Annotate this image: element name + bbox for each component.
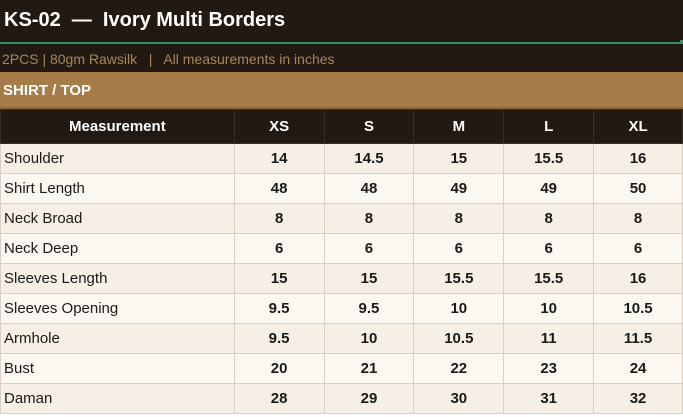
measurement-label: Shirt Length xyxy=(0,173,235,204)
measurement-value: 48 xyxy=(323,173,415,204)
column-header-l: L xyxy=(503,109,595,144)
measurement-value: 21 xyxy=(323,353,415,384)
measurement-value: 11.5 xyxy=(593,323,683,354)
measurement-value: 15 xyxy=(233,263,325,294)
section-header: SHIRT / TOP xyxy=(0,72,683,109)
measurement-value: 15.5 xyxy=(413,263,505,294)
table-header-row: Measurement XS S M L XL xyxy=(0,109,683,144)
measurement-value: 48 xyxy=(233,173,325,204)
table-body: Shoulder 14 14.5 15 15.5 16 Shirt Length 48 48 49… xyxy=(0,143,683,414)
column-header-s: S xyxy=(323,109,415,144)
measurement-value: 6 xyxy=(593,233,683,264)
measurement-value: 14.5 xyxy=(323,143,415,174)
table-row: Shirt Length 48 48 49 49 50 xyxy=(0,173,683,204)
measurement-value: 8 xyxy=(413,203,505,234)
table-row: Neck Deep 6 6 6 6 6 xyxy=(0,233,683,264)
measurement-label: Neck Broad xyxy=(0,203,235,234)
table-row: Sleeves Length 15 15 15.5 15.5 16 xyxy=(0,263,683,294)
measurement-value: 15 xyxy=(323,263,415,294)
measurement-value: 16 xyxy=(593,263,683,294)
table-row: Daman 28 29 30 31 32 xyxy=(0,383,683,414)
measurement-value: 10 xyxy=(413,293,505,324)
measurement-value: 50 xyxy=(593,173,683,204)
subtitle-bar: 2PCS | 80gm Rawsilk | All measurements i… xyxy=(0,44,683,72)
measurement-value: 16 xyxy=(593,143,683,174)
page-subtitle: 2PCS | 80gm Rawsilk | All measurements i… xyxy=(2,51,335,67)
column-header-measurement: Measurement xyxy=(0,109,235,144)
title-accent-mark xyxy=(680,40,683,44)
column-header-xl: XL xyxy=(593,109,683,144)
measurement-value: 6 xyxy=(413,233,505,264)
measurement-value: 6 xyxy=(323,233,415,264)
measurement-value: 14 xyxy=(233,143,325,174)
measurement-value: 15 xyxy=(413,143,505,174)
measurement-label: Bust xyxy=(0,353,235,384)
measurement-label: Daman xyxy=(0,383,235,414)
section-title: SHIRT / TOP xyxy=(3,82,92,99)
measurement-value: 8 xyxy=(233,203,325,234)
measurement-value: 8 xyxy=(323,203,415,234)
table-row: Bust 20 21 22 23 24 xyxy=(0,353,683,384)
table-row: Sleeves Opening 9.5 9.5 10 10 10.5 xyxy=(0,293,683,324)
measurement-value: 15.5 xyxy=(503,263,595,294)
measurement-value: 22 xyxy=(413,353,505,384)
measurement-value: 49 xyxy=(503,173,595,204)
size-chart-table: Measurement XS S M L XL Shoulder 14 14.5 15… xyxy=(0,109,683,414)
measurement-label: Sleeves Opening xyxy=(0,293,235,324)
measurement-label: Shoulder xyxy=(0,143,235,174)
measurement-value: 9.5 xyxy=(323,293,415,324)
measurement-value: 28 xyxy=(233,383,325,414)
measurement-value: 29 xyxy=(323,383,415,414)
measurement-value: 30 xyxy=(413,383,505,414)
measurement-value: 6 xyxy=(233,233,325,264)
table-row: Shoulder 14 14.5 15 15.5 16 xyxy=(0,143,683,174)
measurement-value: 8 xyxy=(593,203,683,234)
measurement-value: 8 xyxy=(503,203,595,234)
page-title: KS-02 — Ivory Multi Borders xyxy=(4,9,286,31)
measurement-value: 6 xyxy=(503,233,595,264)
column-header-xs: XS xyxy=(233,109,325,144)
measurement-value: 10 xyxy=(323,323,415,354)
measurement-label: Neck Deep xyxy=(0,233,235,264)
measurement-value: 10.5 xyxy=(593,293,683,324)
measurement-value: 15.5 xyxy=(503,143,595,174)
column-header-m: M xyxy=(413,109,505,144)
measurement-label: Armhole xyxy=(0,323,235,354)
measurement-value: 23 xyxy=(503,353,595,384)
measurement-value: 10 xyxy=(503,293,595,324)
title-bar: KS-02 — Ivory Multi Borders xyxy=(0,0,683,44)
measurement-value: 20 xyxy=(233,353,325,384)
measurement-value: 10.5 xyxy=(413,323,505,354)
measurement-value: 49 xyxy=(413,173,505,204)
measurement-value: 24 xyxy=(593,353,683,384)
measurement-value: 32 xyxy=(593,383,683,414)
measurement-value: 9.5 xyxy=(233,323,325,354)
measurement-label: Sleeves Length xyxy=(0,263,235,294)
table-row: Neck Broad 8 8 8 8 8 xyxy=(0,203,683,234)
measurement-value: 11 xyxy=(503,323,595,354)
measurement-value: 31 xyxy=(503,383,595,414)
measurement-value: 9.5 xyxy=(233,293,325,324)
table-row: Armhole 9.5 10 10.5 11 11.5 xyxy=(0,323,683,354)
